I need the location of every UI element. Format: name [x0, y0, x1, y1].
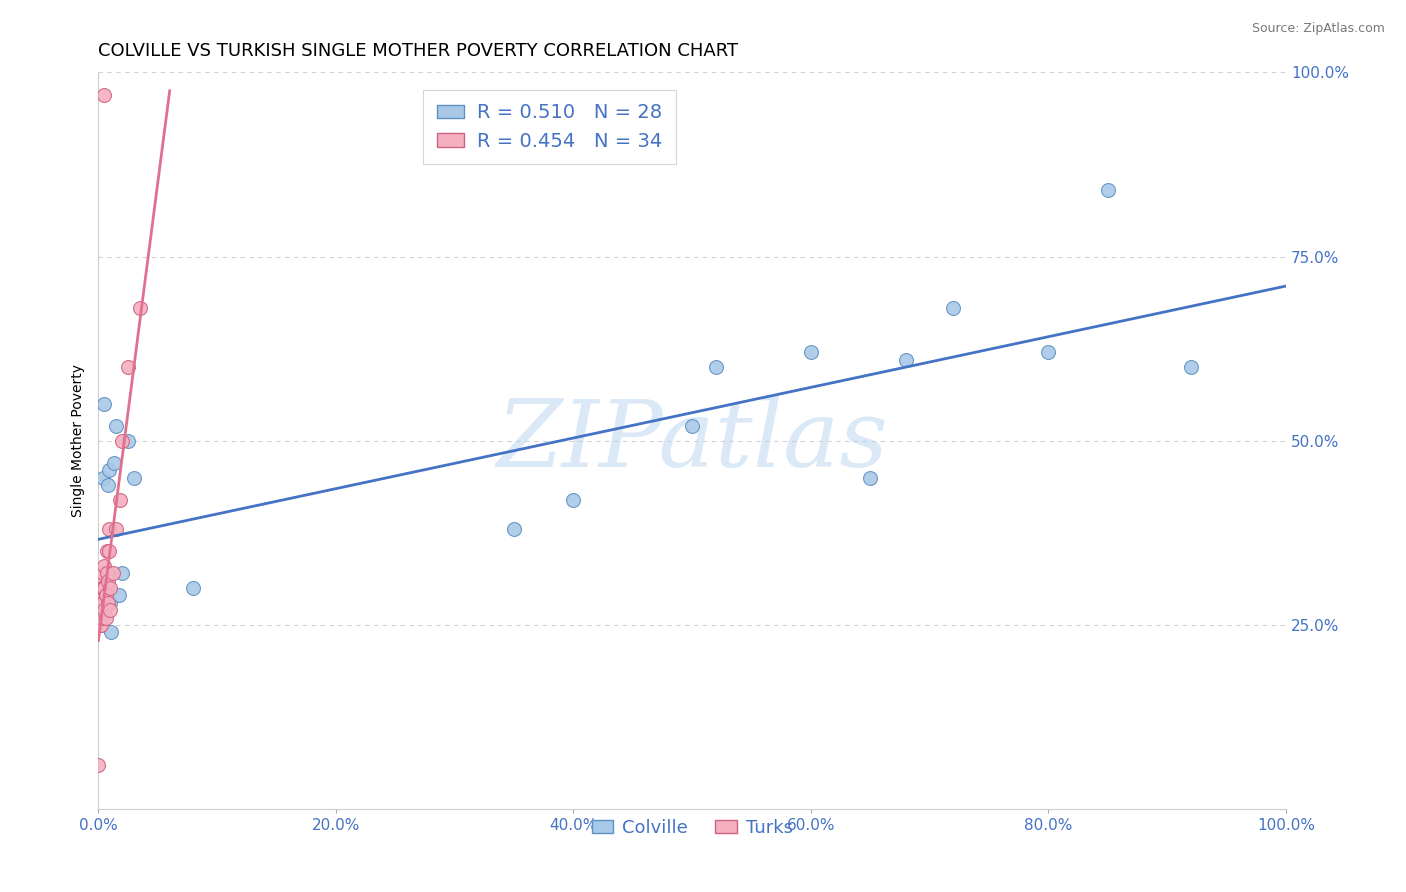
Point	[111, 434, 134, 448]
Y-axis label: Single Mother Poverty: Single Mother Poverty	[72, 364, 86, 517]
Point	[91, 596, 114, 610]
Point	[111, 566, 134, 581]
Point	[129, 301, 152, 315]
Point	[117, 360, 139, 375]
Point	[97, 596, 120, 610]
Point	[105, 419, 128, 434]
Point	[1038, 345, 1060, 359]
Point	[100, 625, 122, 640]
Point	[97, 574, 120, 588]
Point	[91, 596, 114, 610]
Point	[859, 470, 882, 484]
Point	[503, 522, 526, 536]
Point	[91, 566, 114, 581]
Point	[98, 596, 121, 610]
Point	[105, 522, 128, 536]
Point	[89, 603, 111, 617]
Text: Source: ZipAtlas.com: Source: ZipAtlas.com	[1251, 22, 1385, 36]
Point	[1097, 183, 1119, 197]
Point	[101, 566, 124, 581]
Point	[90, 589, 112, 603]
Point	[108, 492, 131, 507]
Point	[90, 574, 112, 588]
Point	[89, 596, 111, 610]
Point	[96, 544, 118, 558]
Point	[942, 301, 965, 315]
Point	[93, 581, 115, 595]
Text: ZIPatlas: ZIPatlas	[496, 396, 889, 486]
Point	[93, 87, 115, 102]
Point	[107, 589, 129, 603]
Point	[93, 603, 115, 617]
Point	[894, 352, 917, 367]
Point	[87, 758, 110, 772]
Point	[90, 603, 112, 617]
Point	[183, 581, 205, 595]
Point	[96, 566, 118, 581]
Point	[90, 618, 112, 632]
Point	[89, 581, 111, 595]
Point	[91, 581, 114, 595]
Point	[800, 345, 823, 359]
Point	[98, 522, 121, 536]
Point	[103, 456, 125, 470]
Point	[1180, 360, 1202, 375]
Point	[91, 470, 114, 484]
Point	[94, 610, 117, 624]
Point	[91, 603, 114, 617]
Point	[97, 478, 120, 492]
Point	[93, 559, 115, 574]
Text: COLVILLE VS TURKISH SINGLE MOTHER POVERTY CORRELATION CHART: COLVILLE VS TURKISH SINGLE MOTHER POVERT…	[98, 42, 738, 60]
Point	[94, 589, 117, 603]
Point	[94, 581, 117, 595]
Point	[89, 618, 111, 632]
Point	[91, 610, 114, 624]
Point	[90, 618, 112, 632]
Point	[562, 492, 585, 507]
Point	[93, 397, 115, 411]
Point	[117, 434, 139, 448]
Point	[91, 581, 114, 595]
Point	[681, 419, 703, 434]
Point	[704, 360, 727, 375]
Point	[98, 581, 121, 595]
Point	[98, 463, 121, 477]
Point	[98, 603, 121, 617]
Point	[98, 544, 121, 558]
Point	[96, 566, 118, 581]
Point	[122, 470, 145, 484]
Legend: Colville, Turks: Colville, Turks	[585, 812, 800, 845]
